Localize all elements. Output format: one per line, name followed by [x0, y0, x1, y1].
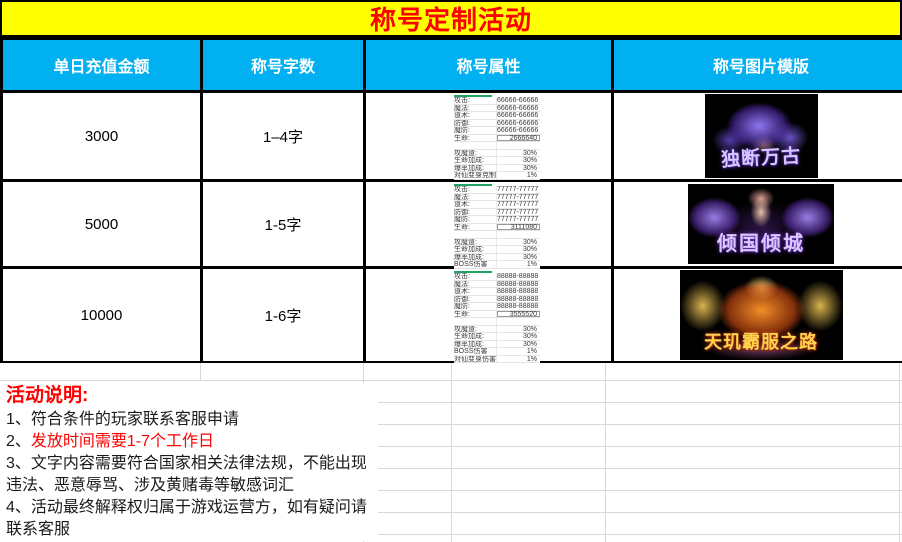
- amount-cell-tier2[interactable]: 5000: [3, 182, 200, 266]
- note-item-2: 2、发放时间需要1-7个工作日: [6, 431, 378, 453]
- gridline-vertical: [899, 363, 900, 542]
- stats-cell-tier1[interactable]: 攻击: 66666-66666 魔法: 66666-66666 道术: 66666-6…: [366, 93, 611, 180]
- header-cell-title-chars[interactable]: 称号字数: [203, 40, 363, 90]
- stat-row: 攻魔道: 30%: [454, 238, 540, 246]
- gridline-vertical: [200, 363, 201, 380]
- gridline-vertical: [451, 363, 452, 542]
- stat-row: 爆率加成: 30%: [454, 340, 540, 348]
- header-label: 称号属性: [456, 59, 521, 76]
- stat-row: 魔法: 88888-88888: [454, 280, 540, 288]
- chars-cell-tier1[interactable]: 1–4字: [203, 93, 363, 179]
- chars-value: 1–4字: [262, 128, 304, 146]
- gridline-horizontal: [0, 380, 363, 381]
- header-label: 单日充值金额: [53, 59, 150, 76]
- title-image-caption: 天玑霸服之路: [704, 332, 818, 353]
- title-image-golden-phoenix[interactable]: 天玑霸服之路: [679, 270, 843, 360]
- image-cell-tier2[interactable]: 倾国倾城: [614, 182, 902, 266]
- header-cell-title-image-template[interactable]: 称号图片模版: [614, 40, 902, 90]
- stats-cell-tier2[interactable]: 攻击: 77777-77777 魔法: 77777-77777 道术: 77777-7…: [366, 182, 611, 276]
- stat-row: 道术: 88888-88888: [454, 288, 540, 296]
- amount-value: 3000: [84, 127, 119, 145]
- stat-row: 对仙变身克制 1%: [454, 172, 540, 180]
- stat-row: 魔防: 77777-77777: [454, 216, 540, 224]
- chars-value: 1-6字: [264, 307, 302, 325]
- notes-heading: 活动说明:: [6, 385, 89, 406]
- header-label: 称号字数: [250, 59, 315, 76]
- stats-screenshot-tier1[interactable]: 攻击: 66666-66666 魔法: 66666-66666 道术: 66666-6…: [454, 95, 540, 180]
- stat-row: 生命: 3555520: [454, 310, 540, 318]
- note-item-2-prefix: 2、: [6, 433, 31, 450]
- title-image-caption: 独断万古: [720, 144, 802, 172]
- amount-cell-tier3[interactable]: 10000: [3, 269, 200, 361]
- stats-cell-tier3[interactable]: 攻击: 88888-88888 魔法: 88888-88888 道术: 88888-8…: [366, 269, 611, 363]
- stat-row: 魔防: 88888-88888: [454, 303, 540, 311]
- gridline-vertical: [605, 363, 606, 542]
- stat-row: 生命: 2666640: [454, 134, 540, 142]
- page-title: 称号定制活动: [369, 5, 532, 35]
- stat-row: 防御: 77777-77777: [454, 208, 540, 216]
- stat-row: [454, 231, 540, 239]
- header-cell-title-attributes[interactable]: 称号属性: [366, 40, 611, 90]
- stat-row: 攻击: 66666-66666: [454, 97, 540, 105]
- stat-row: 生命加成: 30%: [454, 157, 540, 165]
- note-item-1: 1、符合条件的玩家联系客服申请: [6, 411, 239, 428]
- spreadsheet-gridlines: [363, 363, 902, 542]
- title-image-caption: 倾国倾城: [717, 231, 805, 255]
- header-label: 称号图片模版: [712, 59, 809, 76]
- stat-row: 爆率加成: 30%: [454, 164, 540, 172]
- stat-row: [454, 142, 540, 150]
- amount-value: 10000: [80, 306, 123, 324]
- activity-notes[interactable]: 活动说明: 1、符合条件的玩家联系客服申请 2、发放时间需要1-7个工作日 3、…: [6, 383, 378, 541]
- chars-cell-tier3[interactable]: 1-6字: [203, 269, 363, 361]
- stat-row: 生命加成: 30%: [454, 246, 540, 254]
- stat-row: 攻击: 77777-77777: [454, 186, 540, 194]
- stat-row: 魔防: 66666-66666: [454, 127, 540, 135]
- amount-value: 5000: [84, 215, 119, 233]
- chars-cell-tier2[interactable]: 1-5字: [203, 182, 363, 266]
- image-cell-tier3[interactable]: 天玑霸服之路: [614, 269, 902, 361]
- stat-row: BOSS伤害 1%: [454, 261, 540, 269]
- stat-row: [454, 318, 540, 326]
- stats-screenshot-tier3[interactable]: 攻击: 88888-88888 魔法: 88888-88888 道术: 88888-8…: [454, 271, 540, 363]
- chars-value: 1-5字: [264, 216, 302, 234]
- title-image-winged-woman[interactable]: 倾国倾城: [688, 184, 834, 264]
- stat-row: 攻击: 88888-88888: [454, 273, 540, 281]
- note-item-2-red-text: 发放时间需要1-7个工作日: [30, 433, 215, 450]
- stat-row: 攻魔道: 30%: [454, 325, 540, 333]
- note-item-4: 4、活动最终解释权归属于游戏运营方，如有疑问请联系客服: [6, 499, 367, 538]
- stat-row: 生命加成: 30%: [454, 333, 540, 341]
- stat-row: 防御: 88888-88888: [454, 295, 540, 303]
- activity-table: 单日充值金额 称号字数 称号属性 称号图片模版 3000 1–4字 攻击: 666…: [0, 37, 902, 364]
- stat-row: 防御: 66666-66666: [454, 119, 540, 127]
- amount-cell-tier1[interactable]: 3000: [3, 93, 200, 179]
- stat-row: BOSS伤害 1%: [454, 348, 540, 356]
- stat-row: 道术: 66666-66666: [454, 112, 540, 120]
- stat-row: 魔法: 66666-66666: [454, 104, 540, 112]
- notes-area: 活动说明: 1、符合条件的玩家联系客服申请 2、发放时间需要1-7个工作日 3、…: [0, 363, 902, 542]
- header-cell-recharge-amount[interactable]: 单日充值金额: [3, 40, 200, 90]
- stat-row: 魔法: 77777-77777: [454, 193, 540, 201]
- stat-row: 攻魔道: 30%: [454, 149, 540, 157]
- title-image-purple-wolf[interactable]: 独断万古: [704, 94, 818, 178]
- note-item-3: 3、文字内容需要符合国家相关法律法规，不能出现违法、恶意辱骂、涉及黄赌毒等敏感词…: [6, 455, 367, 494]
- title-banner[interactable]: 称号定制活动: [0, 0, 902, 37]
- image-cell-tier1[interactable]: 独断万古: [614, 93, 902, 179]
- stats-screenshot-tier2[interactable]: 攻击: 77777-77777 魔法: 77777-77777 道术: 77777-7…: [454, 184, 540, 276]
- stat-row: 爆率加成: 30%: [454, 253, 540, 261]
- stat-row: 生命: 3111080: [454, 223, 540, 231]
- stat-row: 对仙变身伤害 1%: [454, 355, 540, 363]
- stat-row: 道术: 77777-77777: [454, 201, 540, 209]
